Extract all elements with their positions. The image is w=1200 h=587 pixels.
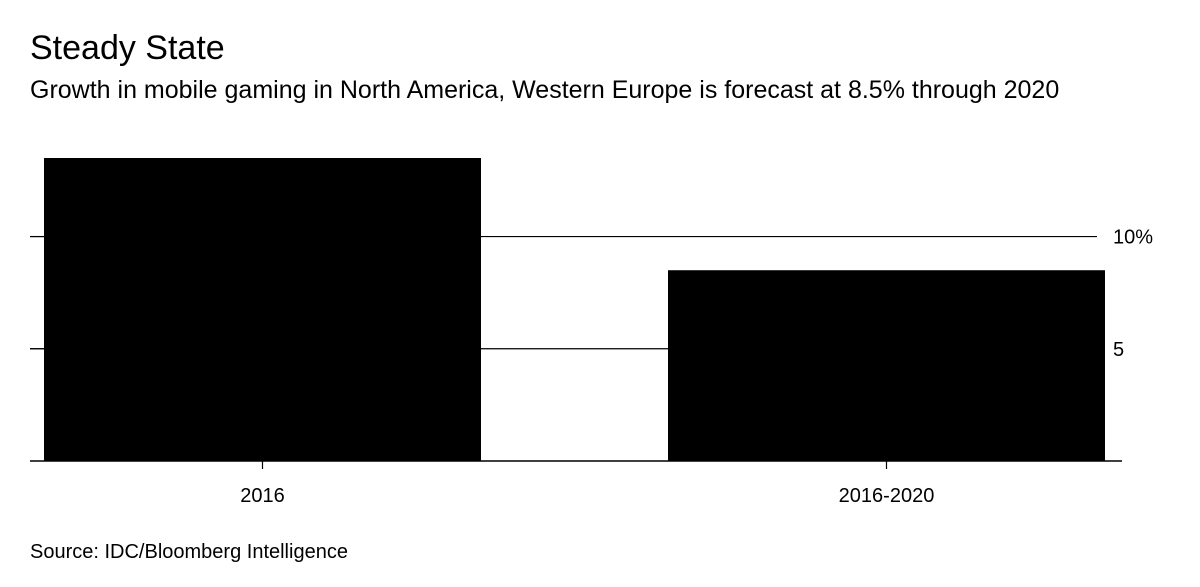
y-axis: 10% 5: [1113, 227, 1153, 361]
chart-title: Steady State: [30, 29, 225, 67]
bars: [44, 158, 1105, 461]
y-tick-label: 10%: [1113, 227, 1153, 249]
bar-2016: [44, 158, 481, 461]
bar-2016-2020: [668, 270, 1105, 461]
x-axis: 2016 2016-2020: [240, 461, 934, 507]
y-tick-label: 5: [1113, 339, 1124, 361]
x-tick-label: 2016-2020: [839, 485, 935, 507]
x-tick-label: 2016: [240, 485, 285, 507]
source-note: Source: IDC/Bloomberg Intelligence: [30, 541, 348, 563]
chart-subtitle: Growth in mobile gaming in North America…: [30, 76, 1060, 104]
